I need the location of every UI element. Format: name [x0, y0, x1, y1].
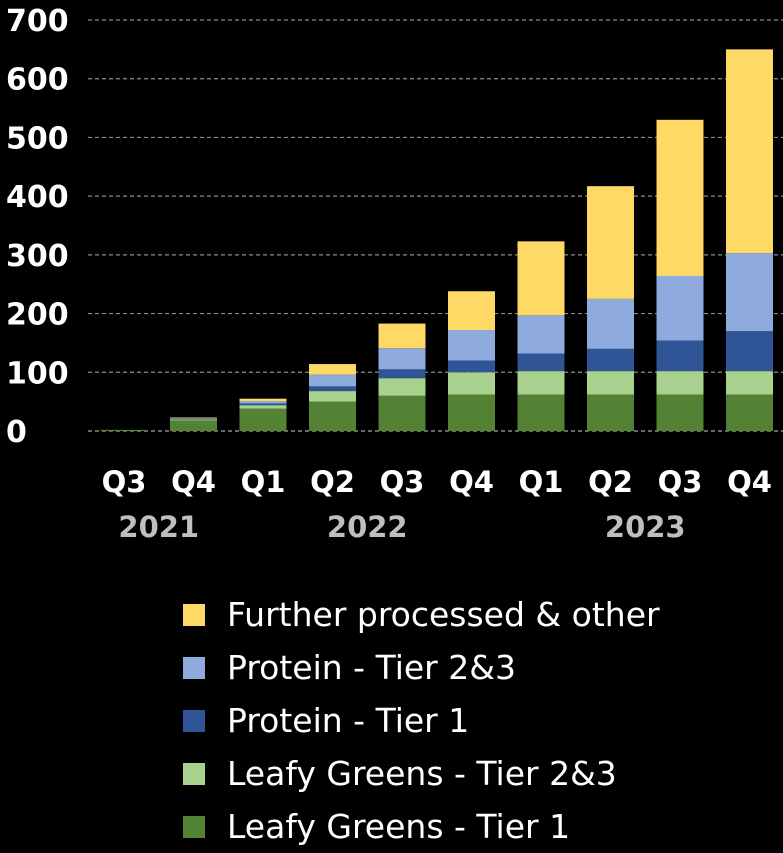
- bar-segment: [587, 371, 634, 395]
- bar-segment: [378, 323, 426, 349]
- legend-swatch: [183, 762, 205, 785]
- bar-segment: [726, 253, 773, 332]
- bar-segment: [170, 417, 217, 419]
- x-tick-label: Q4: [727, 465, 772, 499]
- bar-segment: [517, 394, 565, 431]
- bar-segment: [517, 371, 565, 395]
- bar-segment: [656, 340, 704, 372]
- bar-segment: [726, 394, 773, 431]
- bar-segment: [726, 49, 773, 254]
- x-tick-label: Q2: [588, 465, 633, 499]
- bar-segment: [587, 348, 634, 372]
- bar-segment: [587, 186, 634, 299]
- legend-label: Protein - Tier 1: [227, 701, 470, 740]
- legend-item: Protein - Tier 2&3: [183, 641, 660, 694]
- x-tick-label: Q1: [241, 465, 286, 499]
- y-tick-label: 500: [6, 121, 69, 156]
- legend-swatch: [183, 656, 205, 679]
- legend-label: Protein - Tier 2&3: [227, 648, 516, 687]
- bar-segment: [378, 369, 426, 379]
- bar-segment: [378, 348, 426, 370]
- y-tick-label: 700: [6, 4, 69, 39]
- bar-segment: [587, 298, 634, 349]
- bar-segment: [170, 419, 217, 421]
- bar-segment: [448, 372, 495, 395]
- legend-item: Protein - Tier 1: [183, 694, 660, 747]
- x-tick-label: Q4: [449, 465, 494, 499]
- bar-segment: [726, 331, 773, 372]
- legend-swatch: [183, 709, 205, 732]
- bar-segment: [170, 420, 217, 431]
- bar-segment: [239, 408, 287, 431]
- y-tick-label: 0: [6, 415, 27, 450]
- legend-swatch: [183, 815, 205, 838]
- legend-label: Leafy Greens - Tier 1: [227, 807, 571, 846]
- bar-segment: [309, 401, 356, 431]
- bar-segment: [517, 315, 565, 354]
- bar-segment: [517, 241, 565, 316]
- bar-segment: [378, 378, 426, 396]
- stacked-bar-chart: 0 100 200 300 400 500 600 700 Q3 Q4 Q1 Q2 Q3 Q4 Q1 Q2 Q3…: [6, 4, 783, 544]
- bar-segment: [587, 394, 634, 431]
- y-tick-label: 600: [6, 63, 69, 98]
- legend-item: Leafy Greens - Tier 1: [183, 800, 660, 853]
- bar-segment: [309, 386, 356, 392]
- bar-segment: [239, 401, 287, 404]
- bar-segment: [448, 330, 495, 361]
- x-tick-label: Q1: [519, 465, 564, 499]
- y-tick-label: 100: [6, 356, 69, 391]
- bar-segment: [239, 403, 287, 406]
- legend-swatch: [183, 603, 205, 626]
- year-group-label: 2021: [118, 510, 199, 544]
- x-tick-label: Q3: [380, 465, 425, 499]
- legend-item: Further processed & other: [183, 588, 660, 641]
- bar-segment: [239, 398, 287, 402]
- y-tick-label: 300: [6, 239, 69, 274]
- year-group-label: 2022: [327, 510, 408, 544]
- y-tick-label: 400: [6, 180, 69, 215]
- bar-segment: [378, 395, 426, 431]
- chart-legend: Further processed & other Protein - Tier …: [183, 588, 660, 853]
- bar-segment: [448, 360, 495, 373]
- x-tick-label: Q3: [658, 465, 703, 499]
- bar-segment: [448, 291, 495, 331]
- bar-segment: [656, 371, 704, 395]
- legend-label: Further processed & other: [227, 595, 660, 634]
- bar-segment: [309, 391, 356, 402]
- bar-segment: [100, 429, 148, 431]
- legend-label: Leafy Greens - Tier 2&3: [227, 754, 617, 793]
- bar-segment: [309, 374, 356, 387]
- y-tick-label: 200: [6, 298, 69, 333]
- bar-segment: [656, 119, 704, 276]
- bar-segment: [309, 364, 356, 375]
- bar-segment: [656, 394, 704, 431]
- x-tick-label: Q3: [102, 465, 147, 499]
- bar-segment: [656, 275, 704, 341]
- x-tick-label: Q2: [310, 465, 355, 499]
- bar-segment: [448, 394, 495, 431]
- x-tick-label: Q4: [171, 465, 216, 499]
- bar-segment: [517, 353, 565, 372]
- bar-segment: [170, 418, 217, 420]
- bar-segment: [239, 405, 287, 409]
- year-group-label: 2023: [605, 510, 686, 544]
- bar-segment: [170, 418, 217, 419]
- legend-item: Leafy Greens - Tier 2&3: [183, 747, 660, 800]
- bar-segment: [726, 371, 773, 395]
